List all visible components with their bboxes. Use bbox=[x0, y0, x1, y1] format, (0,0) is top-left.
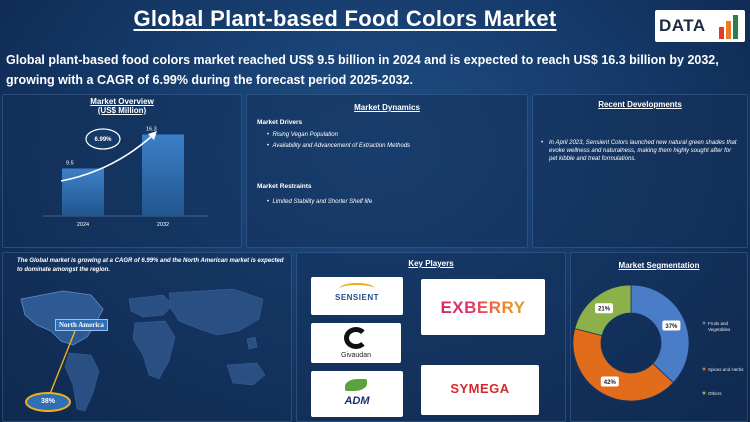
map-caption-cagr: 6.99% bbox=[141, 258, 159, 264]
development-item: • In April 2023, Sensient Colors launche… bbox=[541, 139, 741, 163]
slice-label: 37% bbox=[665, 324, 678, 330]
market-summary: Global plant-based food colors market re… bbox=[6, 53, 719, 87]
logo-text: DATA bbox=[659, 16, 706, 35]
givaudan-logo-text: Givaudan bbox=[341, 352, 371, 359]
legend-label: Spices and Herbs bbox=[708, 367, 744, 372]
region-pointer-line bbox=[47, 330, 76, 400]
bar-2024 bbox=[62, 168, 104, 216]
regional-map-panel: The Global market is growing at a CAGR o… bbox=[2, 252, 292, 422]
x-tick-label: 2032 bbox=[157, 222, 169, 228]
slice-label-box bbox=[595, 303, 614, 314]
region-share-badge: 38% bbox=[25, 392, 71, 412]
region-label: North America bbox=[55, 319, 108, 331]
slice-label: 42% bbox=[604, 380, 617, 386]
legend-label: Others bbox=[708, 391, 722, 396]
dynamics-title: Market Dynamics bbox=[354, 103, 420, 112]
overview-title: Market Overview bbox=[90, 97, 154, 106]
developments-title: Recent Developments bbox=[598, 100, 682, 109]
restraint-item-text: Limited Stability and Shorter Shelf life bbox=[272, 199, 373, 205]
cagr-badge-text: 6.99% bbox=[94, 137, 112, 143]
sensient-logo: SENSIENT bbox=[311, 277, 403, 315]
slice-label: 21% bbox=[598, 307, 611, 313]
sensient-arc-icon bbox=[339, 283, 375, 295]
donut-slice-spices-and-herbs bbox=[572, 328, 674, 402]
overview-subtitle: (US$ Million) bbox=[97, 106, 147, 115]
slice-label-box bbox=[600, 376, 619, 387]
development-item-text: In April 2023, Sensient Colors launched … bbox=[549, 140, 737, 162]
driver-item-text: Availability and Advancement of Extracti… bbox=[272, 143, 411, 149]
world-map bbox=[20, 288, 266, 412]
logo-bars-icon bbox=[719, 15, 738, 39]
map-caption-tail: and the North American market is expecte… bbox=[17, 258, 284, 273]
segmentation-title: Market Segmentation bbox=[618, 261, 700, 270]
legend-label: Vegetables bbox=[708, 327, 731, 332]
driver-item: • Rising Vegan Population bbox=[267, 132, 338, 138]
cagr-badge bbox=[85, 128, 121, 150]
legend-marker bbox=[702, 391, 706, 395]
exberry-logo-text: EXBERRY bbox=[421, 298, 545, 318]
overview-bar-chart: 9.5 2024 16.3 2032 6.99% bbox=[43, 127, 208, 228]
key-players-panel: Key Players SENSIENT EXBERRY Givaudan AD… bbox=[296, 252, 566, 422]
x-tick-label: 2024 bbox=[77, 222, 89, 228]
sensient-logo-text: SENSIENT bbox=[334, 293, 379, 302]
symega-logo: SYMEGA bbox=[421, 365, 539, 415]
market-overview-panel: Market Overview (US$ Million) 9.5 2024 16.… bbox=[2, 94, 242, 248]
map-caption: The Global market is growing at a CAGR o… bbox=[17, 257, 287, 275]
market-dynamics-panel: Market Dynamics Market Drivers • Rising … bbox=[246, 94, 528, 248]
recent-developments-panel: Recent Developments • In April 2023, Sen… bbox=[532, 94, 748, 248]
exberry-logo: EXBERRY bbox=[421, 279, 545, 335]
market-segmentation-panel: Market Segmentation 37% 42% 21% Fruits and V… bbox=[570, 252, 748, 422]
legend-marker bbox=[702, 367, 706, 371]
trend-arrowhead-icon bbox=[148, 131, 157, 140]
restraints-heading: Market Restraints bbox=[257, 183, 312, 190]
givaudan-logo: Givaudan bbox=[311, 323, 401, 363]
datam-logo: DATA bbox=[655, 10, 745, 42]
north-america-highlight bbox=[20, 290, 104, 346]
adm-logo-text: ADM bbox=[344, 395, 370, 407]
givaudan-mark-icon bbox=[344, 327, 368, 349]
legend-marker bbox=[702, 321, 706, 325]
donut-slice-fruits-and-vegetables bbox=[630, 284, 690, 384]
map-caption-text: The Global market is growing at a CAGR o… bbox=[17, 258, 142, 264]
driver-item: • Availability and Advancement of Extrac… bbox=[267, 143, 411, 149]
players-title: Key Players bbox=[408, 259, 454, 268]
restraint-item: • Limited Stability and Shorter Shelf li… bbox=[267, 199, 373, 205]
legend-label: Fruits and bbox=[708, 321, 729, 326]
region-share-value: 38% bbox=[40, 398, 55, 405]
adm-logo: ADM bbox=[311, 371, 403, 417]
trend-arrow-line bbox=[60, 134, 154, 182]
drivers-heading: Market Drivers bbox=[257, 119, 303, 126]
bar-2032 bbox=[142, 134, 184, 216]
bar-value-label: 9.5 bbox=[66, 161, 74, 167]
page-title: Global Plant-based Food Colors Market bbox=[133, 6, 557, 31]
symega-logo-text: SYMEGA bbox=[450, 381, 510, 396]
bar-value-label: 16.3 bbox=[146, 127, 157, 133]
bullet-icon: • bbox=[541, 140, 544, 146]
driver-item-text: Rising Vegan Population bbox=[272, 132, 338, 138]
slice-label-box bbox=[662, 320, 681, 331]
adm-leaf-icon bbox=[345, 379, 367, 391]
